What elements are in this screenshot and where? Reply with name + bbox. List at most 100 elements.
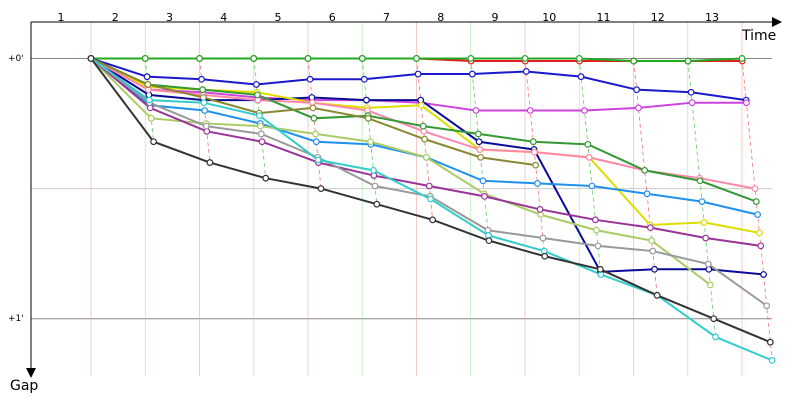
lap-trace bbox=[361, 58, 378, 205]
point bbox=[474, 130, 482, 138]
point bbox=[647, 224, 654, 232]
point bbox=[413, 55, 420, 62]
point bbox=[250, 55, 258, 62]
point bbox=[304, 55, 312, 62]
point bbox=[417, 101, 425, 109]
point bbox=[371, 182, 379, 190]
point bbox=[704, 260, 712, 268]
lap-trace bbox=[253, 58, 267, 179]
point bbox=[253, 91, 261, 99]
point bbox=[427, 195, 434, 203]
point bbox=[536, 206, 544, 213]
lap-trace bbox=[578, 58, 602, 275]
point bbox=[648, 237, 656, 245]
point bbox=[309, 104, 317, 112]
point bbox=[200, 99, 208, 107]
point bbox=[363, 96, 370, 104]
point bbox=[684, 57, 692, 65]
point bbox=[312, 138, 320, 146]
point bbox=[635, 104, 642, 112]
y-tick-label: +1' bbox=[8, 314, 24, 324]
point bbox=[649, 247, 657, 255]
point bbox=[310, 114, 318, 122]
point bbox=[751, 185, 759, 192]
point bbox=[696, 177, 704, 185]
point bbox=[754, 211, 761, 219]
x-tick-label: 5 bbox=[275, 11, 282, 24]
point bbox=[593, 226, 600, 234]
point bbox=[763, 302, 771, 310]
point bbox=[477, 153, 485, 161]
point bbox=[712, 333, 719, 341]
point bbox=[358, 55, 366, 62]
point bbox=[687, 88, 695, 96]
point bbox=[588, 182, 596, 190]
point bbox=[422, 153, 430, 161]
point bbox=[651, 265, 658, 273]
point bbox=[760, 271, 767, 278]
point bbox=[370, 166, 377, 174]
point bbox=[468, 70, 476, 78]
plot bbox=[87, 55, 776, 364]
point bbox=[476, 146, 484, 153]
point bbox=[262, 174, 270, 182]
point bbox=[534, 179, 541, 187]
point bbox=[421, 135, 428, 143]
point bbox=[532, 161, 540, 169]
point bbox=[364, 114, 372, 122]
point bbox=[425, 182, 433, 190]
point bbox=[643, 190, 651, 198]
point bbox=[479, 177, 487, 185]
point bbox=[698, 198, 706, 206]
x-axis-arrow bbox=[772, 17, 782, 27]
point bbox=[522, 68, 530, 75]
point bbox=[700, 219, 708, 226]
point bbox=[147, 114, 155, 122]
lap-trace bbox=[741, 58, 773, 361]
point bbox=[202, 122, 210, 130]
x-tick-label: 9 bbox=[492, 11, 499, 24]
point bbox=[196, 55, 203, 62]
lap-trace bbox=[416, 58, 434, 220]
x-axis-label: Time bbox=[741, 28, 776, 44]
x-tick-label: 2 bbox=[112, 11, 119, 24]
point bbox=[752, 198, 760, 206]
point bbox=[585, 153, 593, 161]
point bbox=[757, 242, 765, 250]
point bbox=[738, 55, 746, 62]
x-tick-label: 12 bbox=[651, 11, 665, 24]
x-tick-label: 3 bbox=[166, 11, 173, 24]
point bbox=[306, 75, 314, 83]
point bbox=[360, 75, 368, 83]
point bbox=[472, 107, 480, 114]
grid: +0'+1'1 2 3 4 5 6 7 8 9 10 11 12 13 bbox=[8, 11, 772, 324]
point bbox=[529, 138, 537, 146]
point bbox=[577, 73, 585, 81]
point bbox=[419, 122, 427, 130]
point bbox=[199, 86, 207, 94]
point bbox=[710, 315, 718, 323]
point bbox=[596, 265, 604, 273]
point bbox=[530, 148, 538, 156]
x-tick-label: 13 bbox=[705, 11, 719, 24]
point bbox=[485, 237, 493, 245]
point bbox=[706, 281, 714, 289]
point bbox=[252, 81, 260, 88]
x-tick-label: 11 bbox=[597, 11, 611, 24]
x-tick-label: 10 bbox=[542, 11, 556, 24]
point bbox=[150, 138, 157, 146]
point bbox=[584, 140, 592, 148]
point bbox=[630, 57, 638, 65]
point bbox=[541, 252, 549, 260]
point bbox=[257, 130, 265, 138]
point bbox=[87, 55, 95, 62]
point bbox=[688, 99, 696, 107]
point bbox=[641, 166, 649, 174]
point bbox=[539, 234, 547, 242]
x-tick-label: 4 bbox=[220, 11, 227, 24]
point bbox=[414, 70, 422, 78]
point bbox=[314, 156, 322, 164]
lap-trace bbox=[633, 61, 658, 296]
point bbox=[141, 55, 149, 62]
